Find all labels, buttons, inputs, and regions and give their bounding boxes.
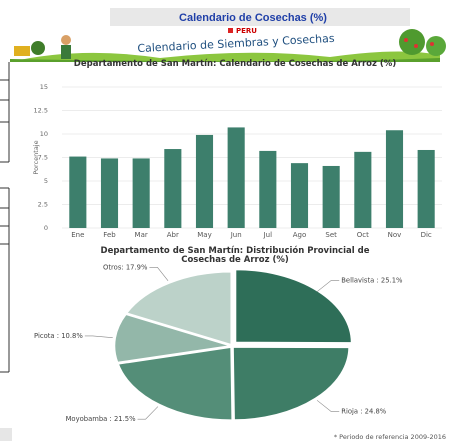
bar <box>195 134 214 228</box>
leader-line <box>149 266 169 282</box>
edge-block <box>0 428 12 441</box>
banner-country: PERU <box>236 27 257 35</box>
bar <box>290 163 309 228</box>
banner: PERU Calendario de Siembras y Cosechas <box>10 27 446 62</box>
leader-line <box>84 335 113 338</box>
bar <box>354 151 372 228</box>
x-tick-label: Abr <box>167 231 179 239</box>
chart-title: Departamento de San Martín: Calendario d… <box>73 59 397 69</box>
data-label: Picota : 10.8% <box>34 332 83 340</box>
leader-line <box>316 400 340 412</box>
x-tick-label: Dic <box>421 231 432 239</box>
banner-title: Calendario de Siembras y Cosechas <box>137 32 335 55</box>
pie-slice <box>125 270 232 346</box>
y-tick-label: 2.5 <box>38 201 48 209</box>
x-tick-label: Feb <box>103 231 116 239</box>
x-tick-label: Jun <box>230 231 242 239</box>
data-label: Rioja : 24.8% <box>341 408 387 416</box>
pie-slice <box>113 313 231 364</box>
y-tick-label: 0 <box>44 224 48 232</box>
bar <box>259 150 277 228</box>
y-tick-label: 5 <box>44 177 48 185</box>
bar <box>322 165 340 228</box>
bar <box>385 130 404 228</box>
x-tick-label: Ene <box>71 231 84 239</box>
y-tick-label: 12.5 <box>34 107 48 115</box>
y-axis-label: Porcentaje <box>32 140 40 174</box>
data-label: Bellavista : 25.1% <box>341 276 403 284</box>
bar <box>227 127 245 228</box>
x-tick-label: Mar <box>135 231 148 239</box>
y-tick-label: 10 <box>40 130 48 138</box>
x-tick-label: Set <box>325 231 337 239</box>
pie-slice <box>232 346 350 421</box>
bar <box>164 149 182 228</box>
footnote: * Periodo de referencia 2009-2016 <box>334 433 446 441</box>
bar <box>417 149 435 228</box>
pie-slice <box>117 346 233 421</box>
leader-line <box>137 406 159 420</box>
bar <box>132 158 150 228</box>
y-tick-label: 15 <box>40 83 48 91</box>
data-label: Otros: 17.9% <box>103 263 148 271</box>
data-label: Moyobamba : 21.5% <box>66 415 137 423</box>
x-tick-label: Ago <box>293 231 307 239</box>
table-edge <box>0 62 10 373</box>
header-bar <box>110 8 410 26</box>
bar <box>100 158 119 228</box>
x-tick-label: Nov <box>388 231 402 239</box>
y-tick-label: 7.5 <box>38 154 48 162</box>
chart-title: Departamento de San Martín: Distribución… <box>100 246 370 265</box>
bar <box>69 156 87 228</box>
x-tick-label: Oct <box>357 231 369 239</box>
x-tick-label: May <box>197 231 211 239</box>
header-title: Calendario de Cosechas (%) <box>179 12 327 24</box>
x-tick-label: Jul <box>263 231 273 239</box>
leader-line <box>316 280 340 292</box>
